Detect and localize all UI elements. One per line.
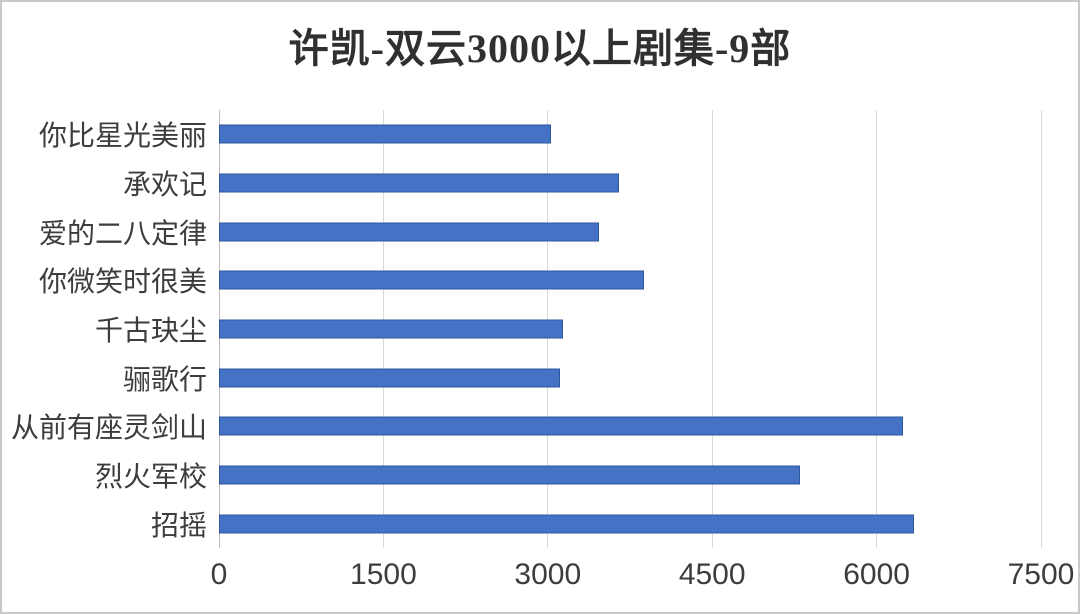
bar	[219, 173, 620, 193]
bar	[219, 465, 800, 485]
bar-row	[219, 451, 1041, 500]
category-label: 千古玦尘	[94, 315, 207, 347]
bar	[219, 222, 600, 242]
bar-row	[219, 402, 1041, 451]
bar-row	[219, 256, 1041, 305]
bar	[219, 270, 645, 290]
chart-title: 许凯-双云3000以上剧集-9部	[288, 26, 792, 71]
category-axis-labels: 你比星光美丽承欢记爱的二八定律 你微笑时很美千古玦尘骊歌行从前有座灵剑山烈火军校招…	[2, 110, 207, 548]
x-tick-label: 1500	[350, 558, 417, 591]
value-axis-labels: 0 1500 3000 4500 6000 7500	[211, 556, 1075, 598]
plot-area	[218, 110, 1042, 548]
gridline	[876, 110, 878, 548]
bar-row	[219, 305, 1041, 354]
bar-row	[219, 159, 1041, 208]
category-label: 骊歌行	[122, 364, 207, 396]
x-tick-label: 6000	[843, 558, 910, 591]
bar	[219, 368, 560, 388]
category-label: 你比星光美丽	[38, 121, 207, 153]
bar-row	[219, 499, 1041, 548]
gridline	[711, 110, 713, 548]
x-tick-label: 4500	[678, 558, 746, 591]
x-tick-label: 0	[210, 558, 228, 591]
bar-row	[219, 353, 1041, 402]
x-tick-label: 7500	[1007, 558, 1075, 591]
category-label: 承欢记	[122, 169, 207, 201]
bar	[219, 319, 564, 339]
bar-row	[219, 207, 1041, 256]
bar	[219, 124, 552, 144]
x-tick-label: 3000	[514, 558, 582, 591]
category-label: 从前有座灵剑山	[10, 413, 207, 445]
category-label: 招摇	[150, 510, 207, 542]
bar-row	[219, 110, 1041, 159]
category-label: 你微笑时很美	[38, 267, 207, 299]
bar	[219, 514, 914, 534]
category-label: 烈火军校	[94, 461, 207, 493]
bar	[219, 416, 903, 436]
gridline	[1040, 110, 1042, 548]
category-label: 爱的二八定律	[38, 218, 207, 250]
